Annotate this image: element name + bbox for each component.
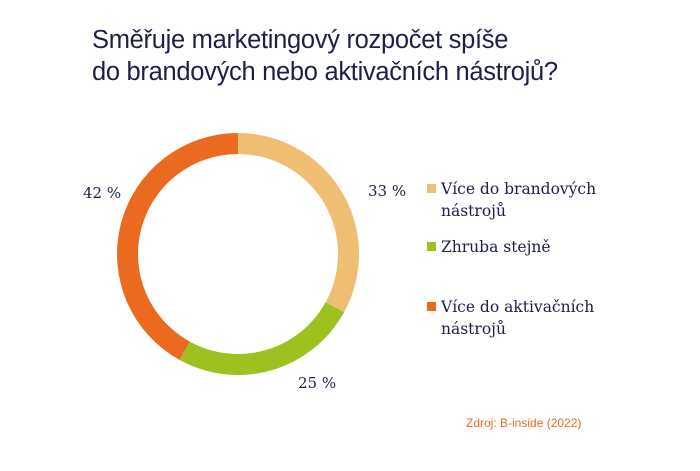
data-label-brand: 33 % — [368, 182, 406, 200]
data-label-equal: 25 % — [298, 374, 336, 392]
title-line-1: Směřuje marketingový rozpočet spíše — [92, 26, 509, 54]
data-label-activation: 42 % — [83, 184, 121, 202]
title-line-2: do brandových nebo aktivačních nástrojů? — [92, 58, 558, 86]
legend-label-brand: Více do brandových nástrojů — [441, 180, 597, 220]
chart-title: Směřuje marketingový rozpočet spíše do b… — [92, 24, 652, 88]
legend-item-equal: Zhruba stejně — [427, 236, 667, 258]
legend-item-brand: Více do brandových nástrojů — [427, 178, 667, 222]
source-note: Zdroj: B-inside (2022) — [466, 416, 582, 430]
legend-swatch-equal — [427, 242, 436, 251]
legend-swatch-brand — [427, 184, 436, 193]
legend-label-activation: Více do aktivačních nástrojů — [441, 298, 595, 338]
donut-slice-activation — [117, 133, 238, 361]
legend-swatch-activation — [427, 302, 436, 311]
legend-item-activation: Více do aktivačních nástrojů — [427, 296, 667, 340]
legend-label-equal: Zhruba stejně — [441, 238, 551, 256]
donut-slice-equal — [179, 302, 345, 375]
donut-slice-brand — [238, 133, 359, 313]
